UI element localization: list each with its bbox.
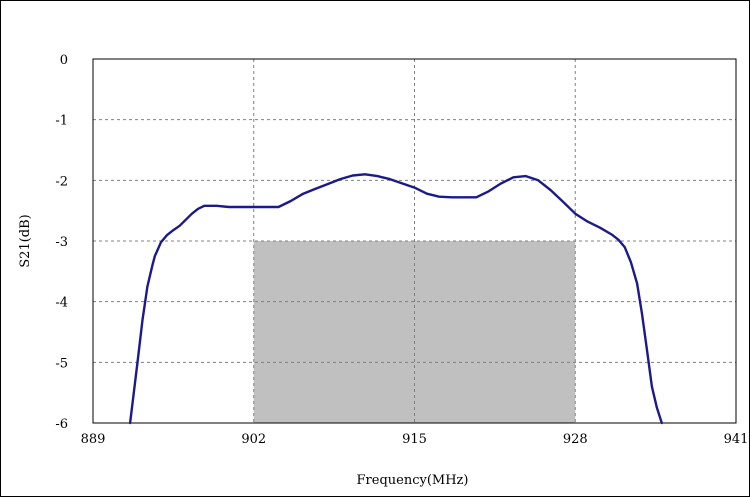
s21-series-line xyxy=(128,173,663,425)
y-tick-label: -2 xyxy=(55,174,68,189)
y-tick-label: -1 xyxy=(55,114,68,129)
y-tick-label: 0 xyxy=(60,53,68,68)
x-tick-label: 902 xyxy=(241,432,266,447)
x-tick-label: 889 xyxy=(81,432,106,447)
grid-layer xyxy=(93,59,736,423)
x-tick-label: 928 xyxy=(563,432,588,447)
x-tick-label: 915 xyxy=(402,432,427,447)
y-axis-label: S21(dB) xyxy=(18,214,33,267)
series-layer xyxy=(128,173,663,425)
plot-area-border xyxy=(92,58,737,424)
y-tick-label: -3 xyxy=(55,235,68,250)
y-tick-label: -4 xyxy=(55,296,68,311)
x-axis-label: Frequency(MHz) xyxy=(357,473,469,488)
x-tick-label: 941 xyxy=(724,432,749,447)
y-tick-label: -6 xyxy=(55,417,68,432)
y-tick-label: -5 xyxy=(55,356,68,371)
x-tick-labels: 889 902 915 928 941 xyxy=(81,432,749,447)
y-tick-labels: 0 -1 -2 -3 -4 -5 -6 xyxy=(55,53,68,432)
